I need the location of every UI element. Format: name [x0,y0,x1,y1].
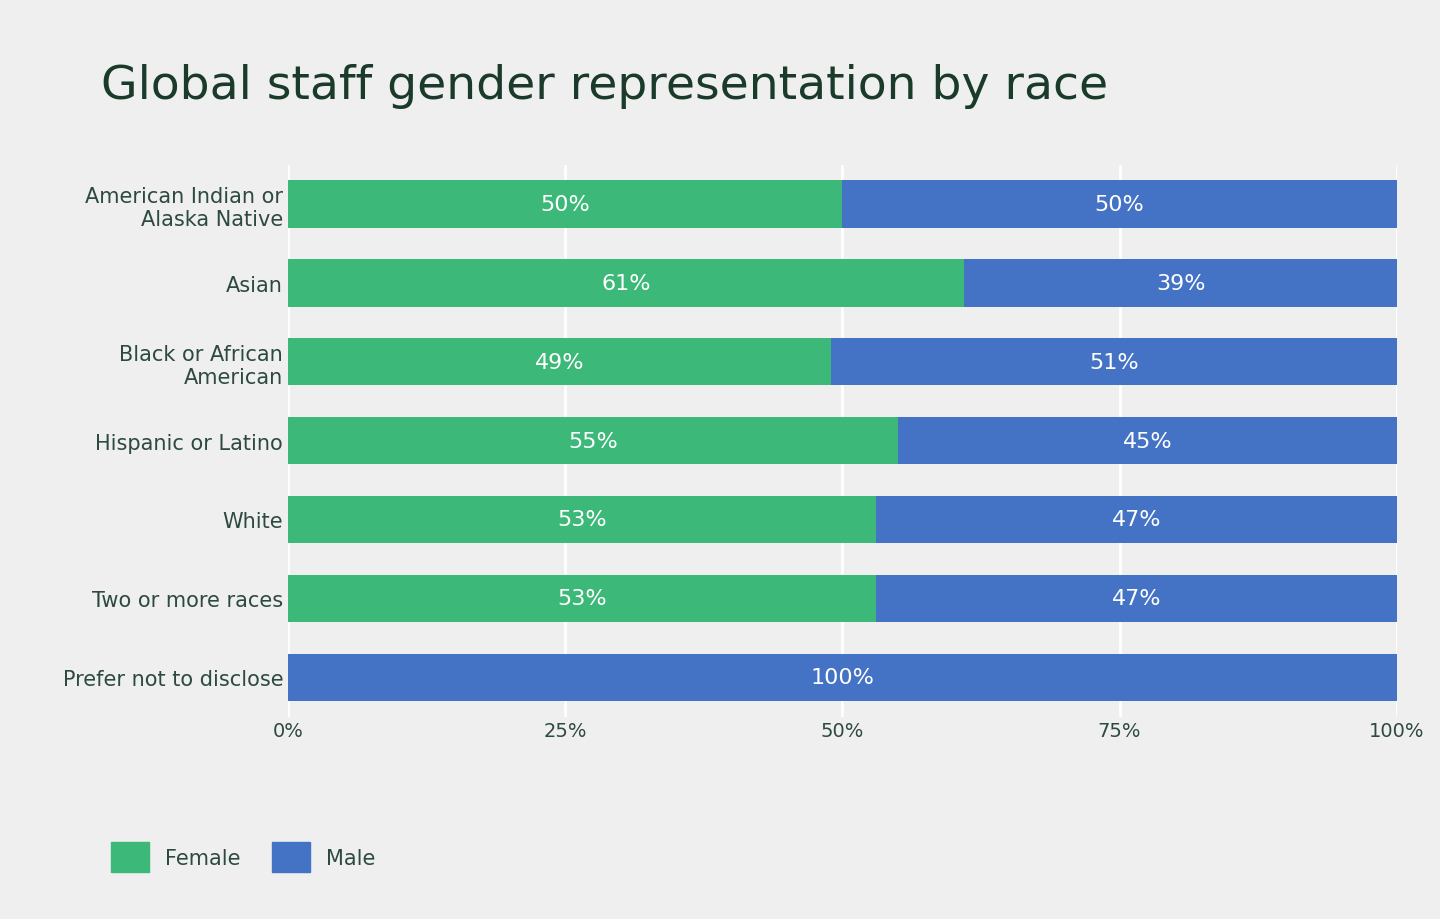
Text: 45%: 45% [1123,431,1172,451]
Text: 50%: 50% [1094,195,1145,215]
Bar [965,260,1397,307]
Text: Global staff gender representation by race: Global staff gender representation by ra… [101,64,1107,109]
Bar [288,181,842,229]
Text: 100%: 100% [811,667,874,687]
Text: 55%: 55% [567,431,618,451]
Legend: Female, Male: Female, Male [111,843,376,872]
Bar [842,181,1397,229]
Text: 53%: 53% [557,510,606,530]
Text: 49%: 49% [534,352,585,372]
Bar [288,417,899,465]
Bar [876,496,1397,543]
Bar [899,417,1397,465]
Text: 50%: 50% [540,195,590,215]
Bar [288,260,965,307]
Bar [831,339,1397,386]
Text: 53%: 53% [557,589,606,608]
Text: 51%: 51% [1089,352,1139,372]
Bar [288,653,1397,701]
Bar [288,575,876,622]
Bar [288,496,876,543]
Bar [876,575,1397,622]
Text: 39%: 39% [1156,274,1205,293]
Bar [288,339,831,386]
Text: 47%: 47% [1112,510,1161,530]
Text: 61%: 61% [602,274,651,293]
Text: 47%: 47% [1112,589,1161,608]
